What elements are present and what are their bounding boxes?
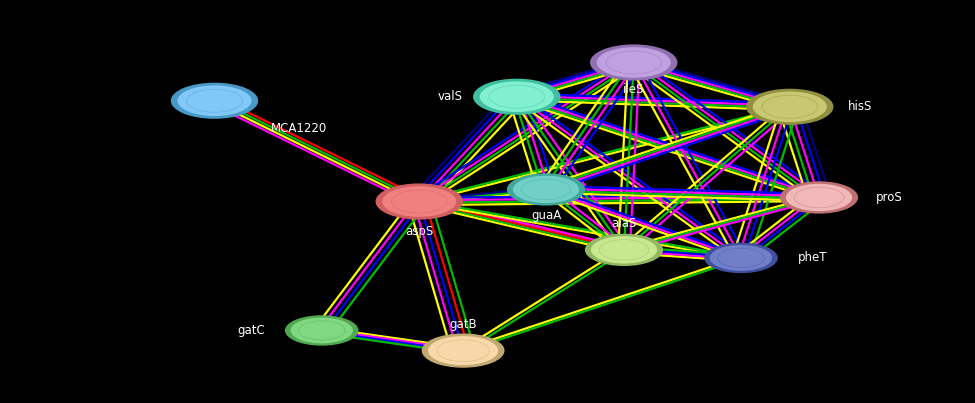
Text: gatC: gatC	[238, 324, 265, 337]
Circle shape	[285, 315, 359, 346]
Text: gatB: gatB	[449, 318, 477, 331]
Circle shape	[291, 318, 353, 343]
Circle shape	[780, 181, 858, 214]
Circle shape	[513, 176, 579, 203]
Circle shape	[704, 243, 778, 273]
Text: hisS: hisS	[848, 100, 873, 113]
Circle shape	[585, 234, 663, 266]
Circle shape	[710, 245, 772, 271]
Circle shape	[177, 85, 252, 116]
Text: guaA: guaA	[530, 209, 562, 222]
Circle shape	[375, 183, 463, 220]
Circle shape	[590, 44, 678, 81]
Circle shape	[422, 334, 504, 368]
Circle shape	[597, 47, 671, 78]
Circle shape	[753, 91, 827, 122]
Text: valS: valS	[438, 90, 463, 103]
Text: aspS: aspS	[406, 225, 433, 238]
Text: MCA1220: MCA1220	[271, 122, 328, 135]
Circle shape	[171, 83, 258, 119]
Circle shape	[591, 236, 657, 264]
Circle shape	[746, 89, 834, 125]
Circle shape	[473, 79, 561, 115]
Text: ileS: ileS	[623, 83, 644, 96]
Text: alaS: alaS	[611, 217, 637, 230]
Circle shape	[382, 186, 456, 217]
Text: pheT: pheT	[798, 251, 827, 264]
Text: proS: proS	[876, 191, 902, 204]
Circle shape	[786, 184, 852, 211]
Circle shape	[428, 336, 498, 365]
Circle shape	[480, 81, 554, 112]
Circle shape	[507, 173, 585, 206]
